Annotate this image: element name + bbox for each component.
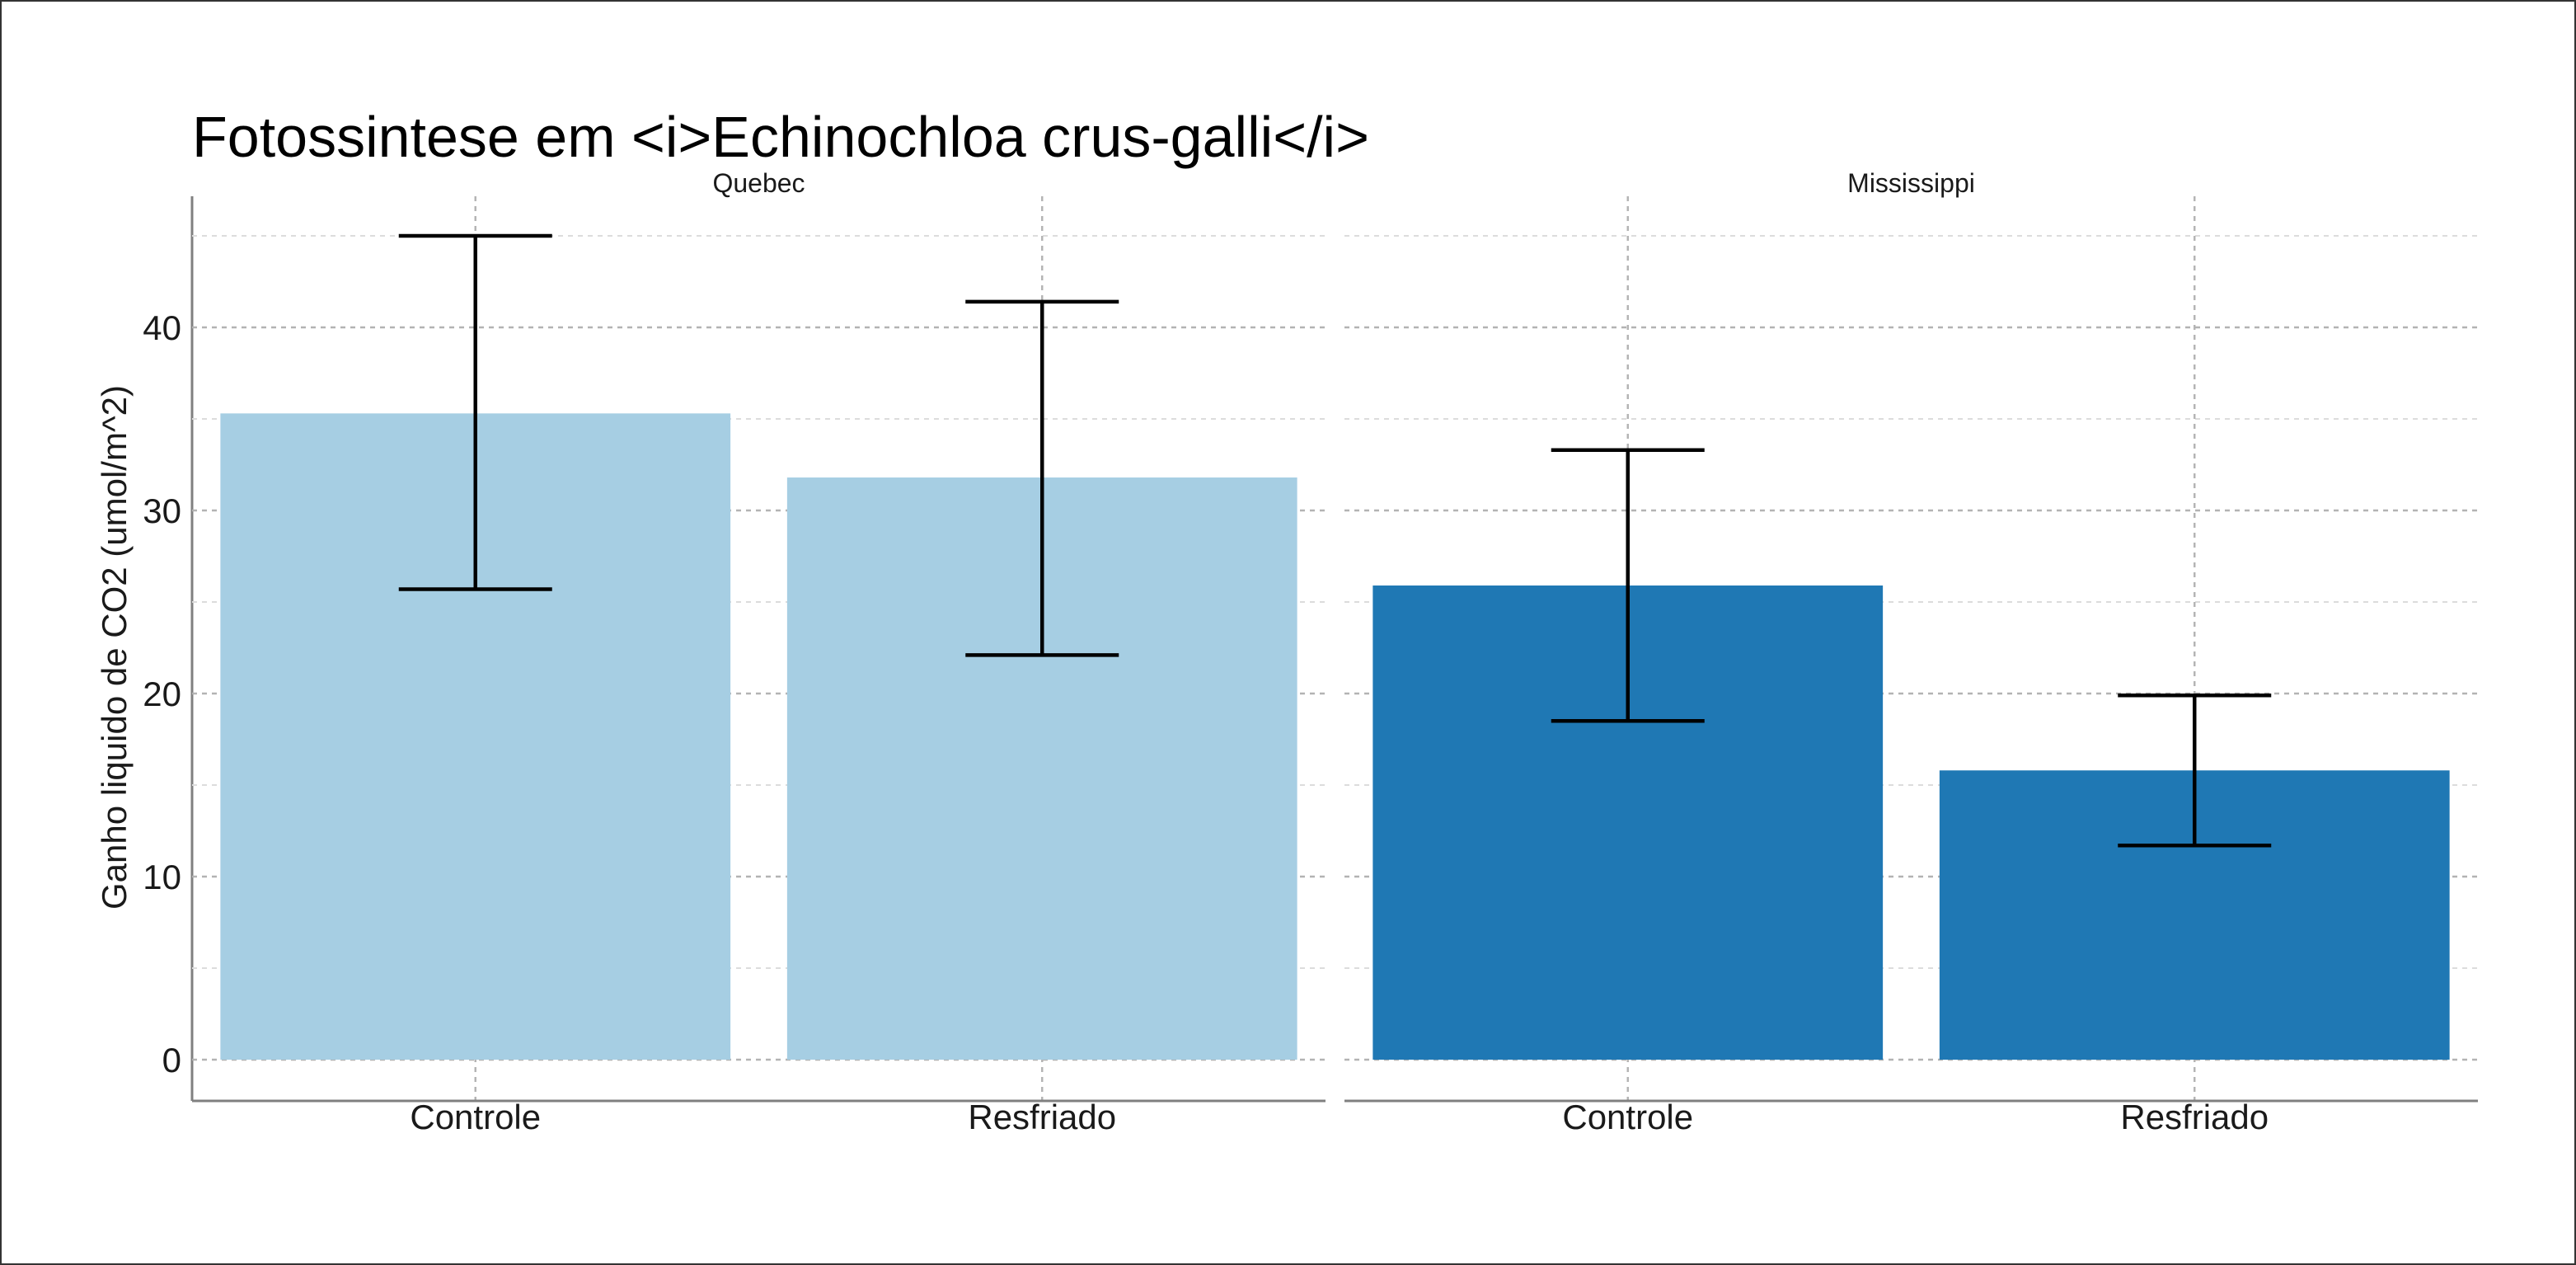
error-bar — [2118, 693, 2272, 848]
facet-panels: Quebec Controle Resfriado Mississippi Contro… — [192, 168, 2478, 1136]
x-tick-label: Controle — [1562, 1098, 1693, 1136]
x-tick-label: Controle — [410, 1098, 541, 1136]
facet-label: Quebec — [712, 168, 805, 198]
y-tick-label: 40 — [143, 308, 181, 347]
x-tick-label: Resfriado — [2120, 1098, 2269, 1136]
y-axis: 0 10 20 30 40 — [143, 196, 194, 1101]
y-tick-label: 0 — [162, 1041, 181, 1079]
chart-title: Fotossintese em <i>Echinochloa crus-gall… — [192, 105, 1369, 169]
error-bar — [1551, 448, 1705, 723]
error-bar — [965, 299, 1119, 657]
panel-quebec: Quebec Controle Resfriado — [192, 168, 1326, 1136]
error-bar — [398, 233, 552, 591]
panel-mississippi: Mississippi Controle Resfriado — [1344, 168, 2478, 1136]
y-tick-label: 20 — [143, 675, 181, 713]
x-tick-label: Resfriado — [968, 1098, 1116, 1136]
y-tick-label: 30 — [143, 491, 181, 530]
facet-label: Mississippi — [1847, 168, 1975, 198]
y-axis-title: Ganho liquido de CO2 (umol/m^2) — [95, 385, 134, 910]
y-tick-label: 10 — [143, 858, 181, 896]
